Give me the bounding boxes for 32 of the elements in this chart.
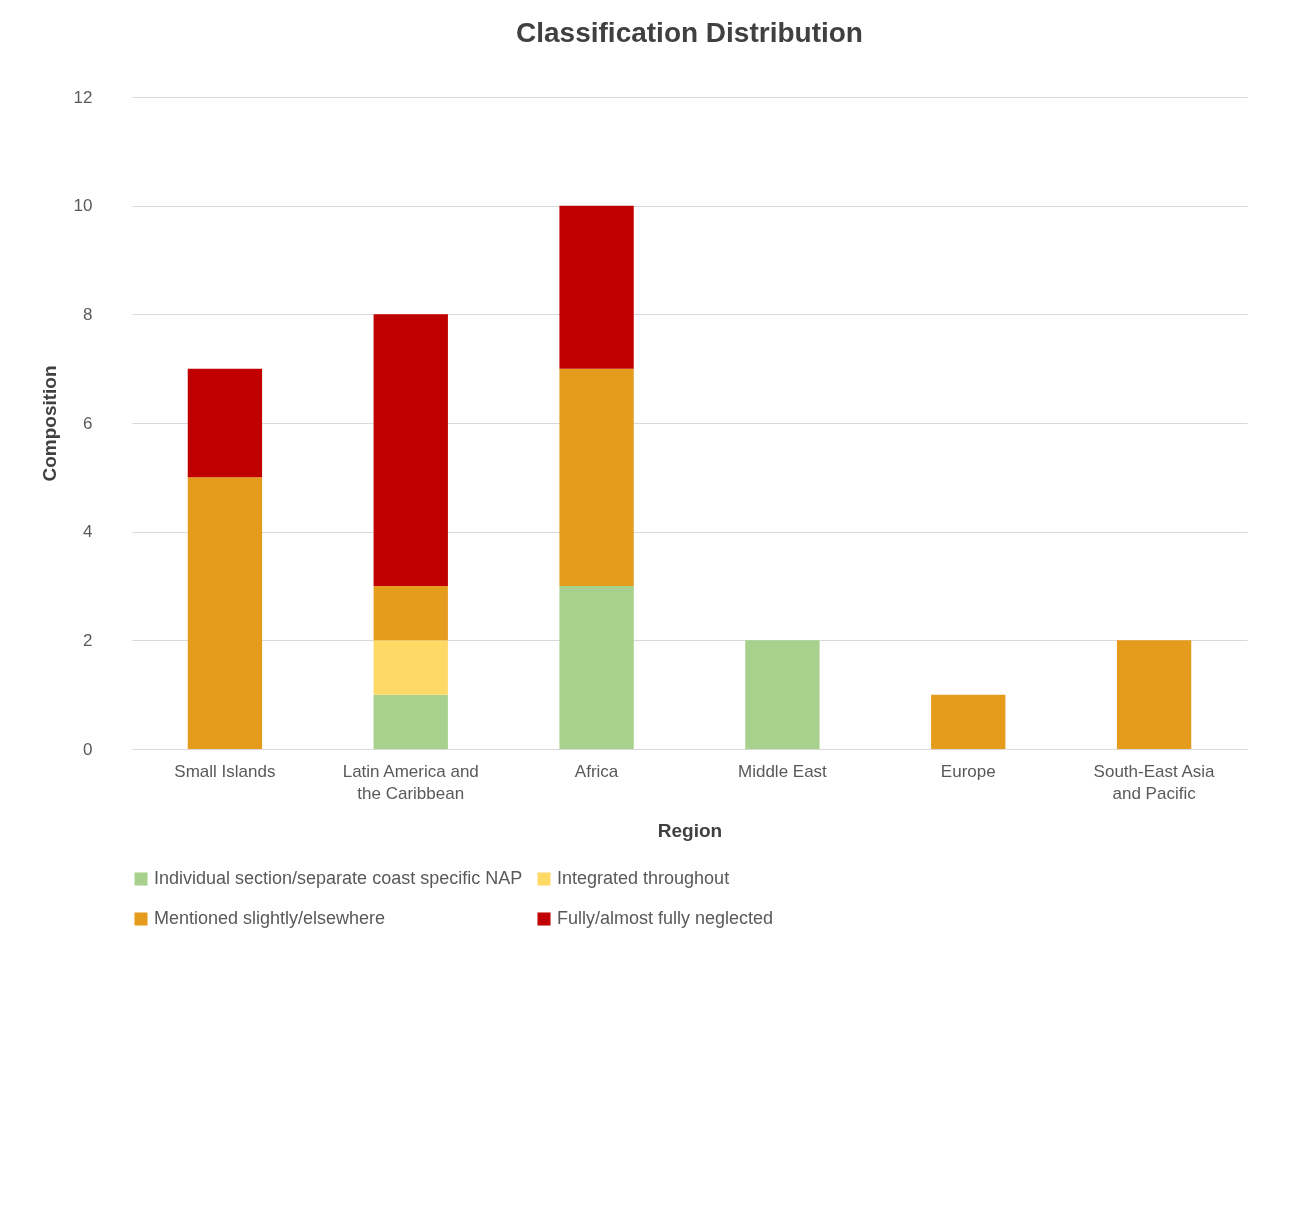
- y-tick-label: 0: [83, 739, 93, 759]
- bar: [559, 205, 634, 369]
- x-tick-label: Middle East: [738, 761, 828, 781]
- x-tick-label: Latin America and the Caribbean: [342, 761, 479, 803]
- bar: [373, 694, 448, 749]
- bar: [559, 368, 634, 586]
- bar: [1116, 640, 1192, 749]
- bar: [187, 477, 263, 749]
- bar: [745, 640, 820, 749]
- chart-title: Classification Distribution: [516, 17, 863, 48]
- legend-label: Integrated throughout: [557, 868, 730, 888]
- y-tick-label: 8: [83, 304, 93, 324]
- bar: [931, 694, 1006, 749]
- legend-label: Mentioned slightly/elsewhere: [154, 908, 386, 928]
- y-tick-label: 12: [73, 87, 93, 107]
- x-tick-label: Small Islands: [174, 761, 276, 781]
- x-tick-label: South-East Asia and Pacific: [1093, 761, 1216, 803]
- y-tick-label: 10: [73, 196, 93, 216]
- y-axis-title: Composition: [38, 365, 60, 482]
- y-tick-label: 4: [83, 522, 93, 542]
- y-tick-label: 2: [83, 630, 93, 650]
- bar: [187, 368, 263, 478]
- bar: [373, 314, 448, 586]
- x-axis-title: Region: [657, 819, 723, 841]
- legend-label: Individual section/separate coast specific NAP: [154, 868, 523, 888]
- legend-label: Fully/almost fully neglected: [557, 908, 774, 928]
- bar: [373, 586, 448, 641]
- bar: [373, 640, 448, 695]
- y-tick-label: 6: [83, 413, 93, 433]
- x-tick-label: Africa: [574, 761, 619, 781]
- bar: [559, 586, 634, 749]
- x-tick-label: Europe: [940, 761, 996, 781]
